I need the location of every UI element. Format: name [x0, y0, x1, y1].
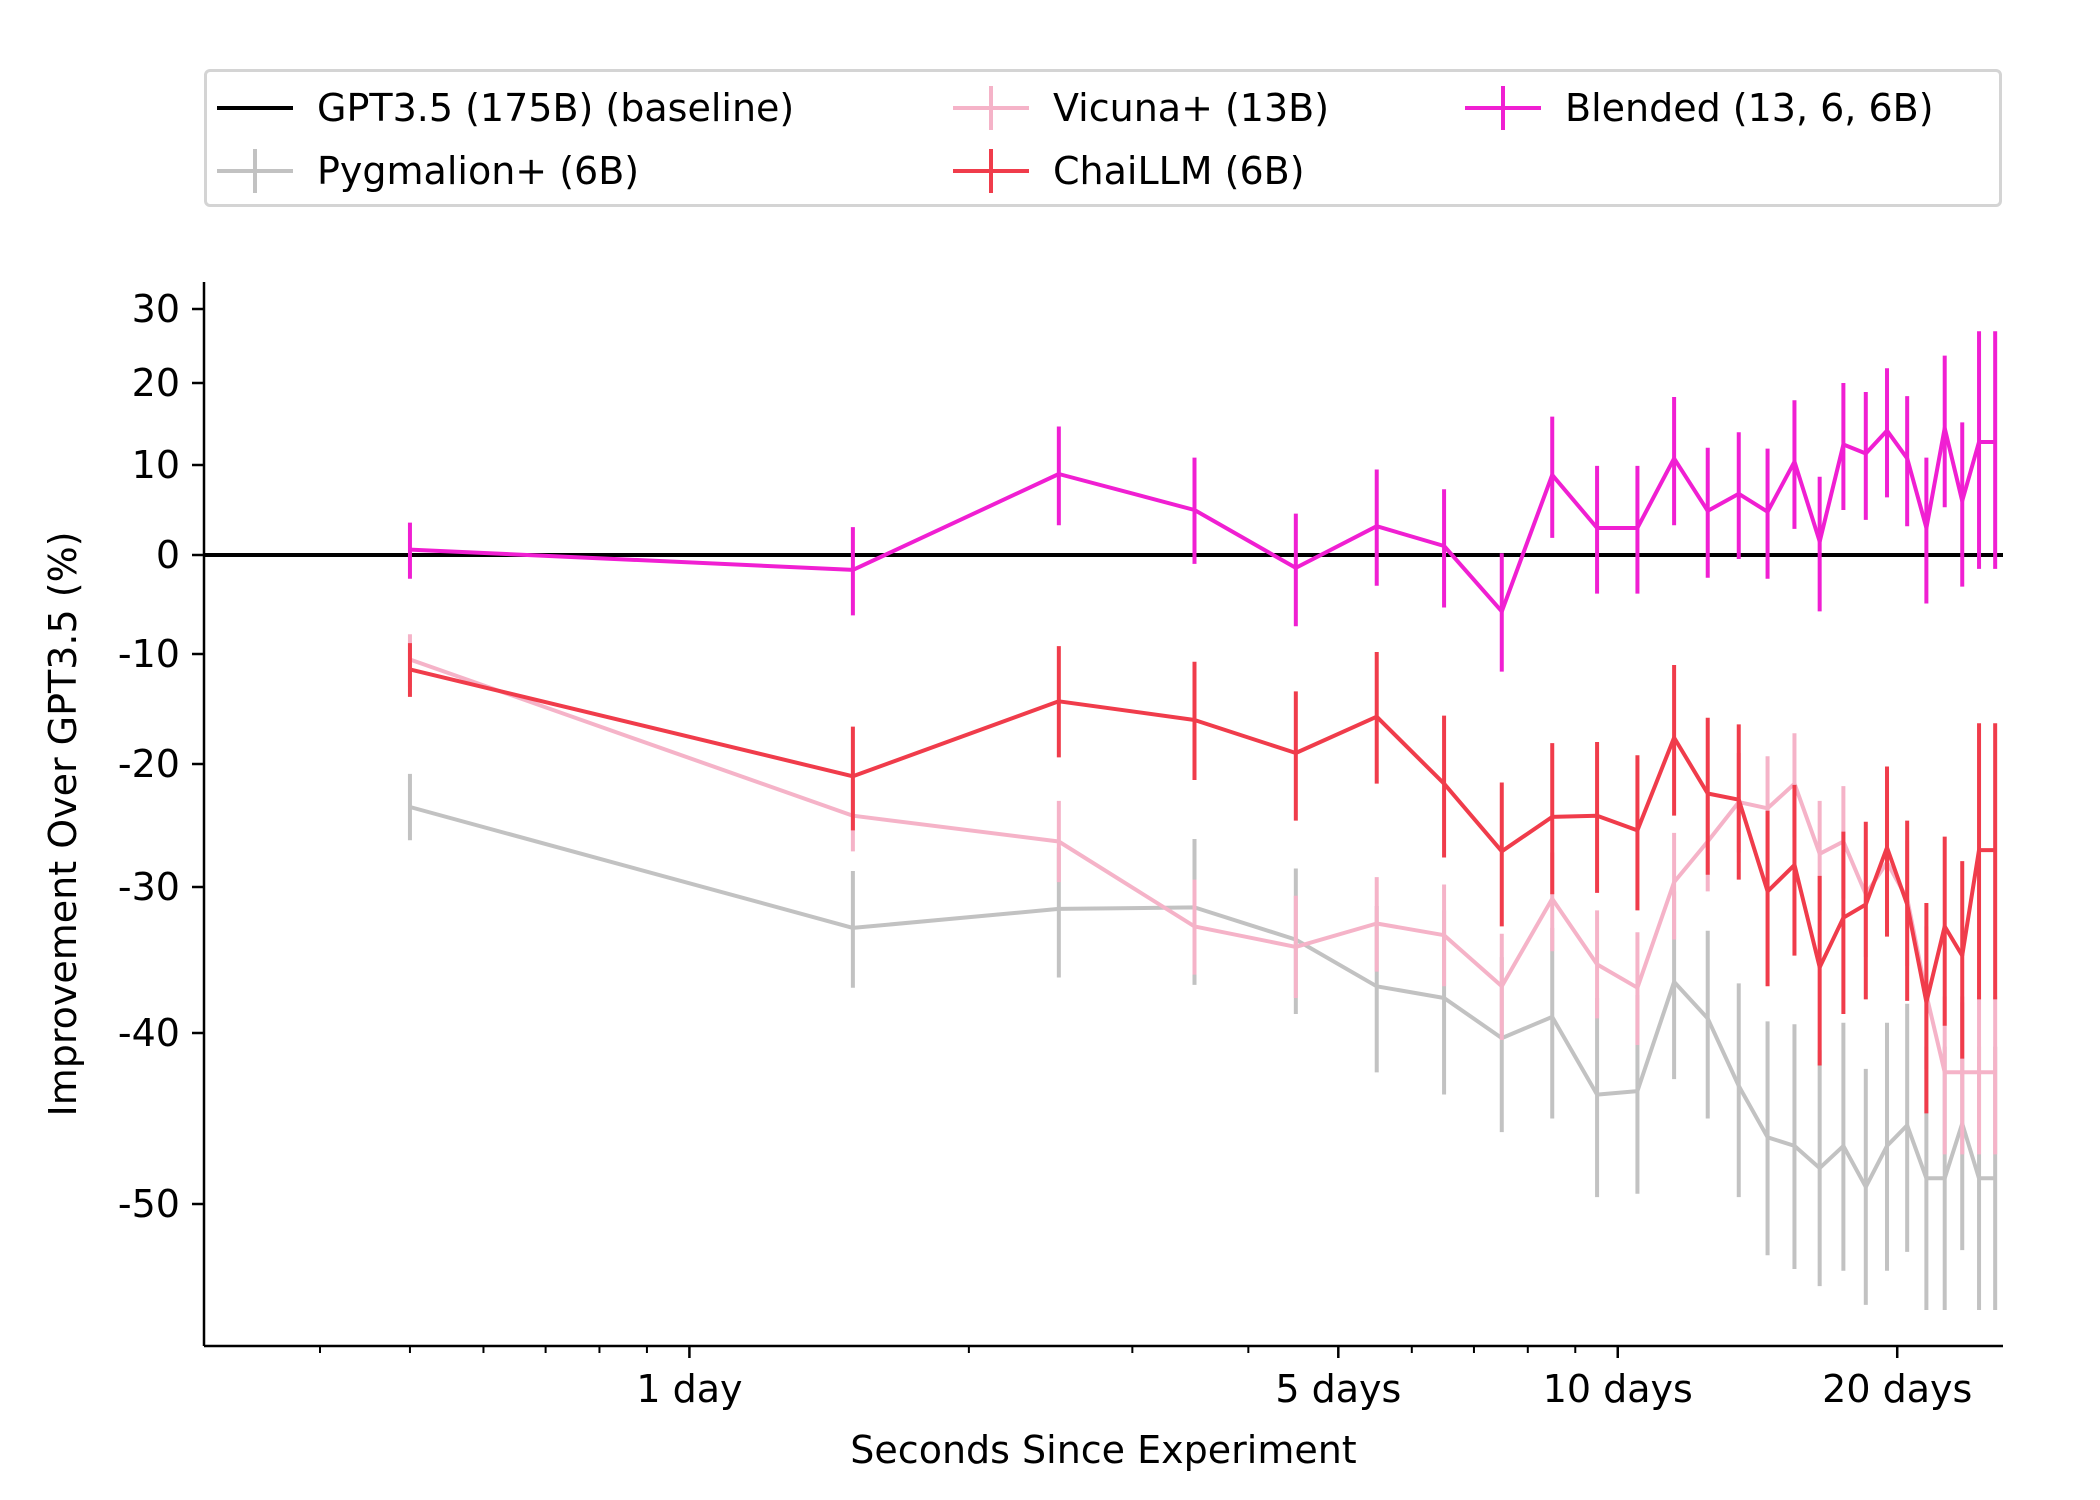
axes: 30 20 10 0 -10 -20 -30 -40 -50 1 day 5 days 10 days…: [118, 282, 2003, 1411]
legend-item-blended: Blended (13, 6, 6B): [1465, 80, 1934, 136]
series-1: [407, 634, 1998, 1155]
legend-label-baseline: GPT3.5 (175B) (baseline): [317, 86, 795, 130]
legend-swatch-vicuna: [953, 80, 1029, 136]
y-tick-label: 0: [156, 533, 180, 577]
legend-item-chaillm: ChaiLLM (6B): [953, 143, 1305, 199]
y-tick-label: -40: [118, 1011, 180, 1055]
x-tick-label: 1 day: [636, 1367, 742, 1411]
legend-swatch-pygmalion: [217, 143, 293, 199]
x-tick-label: 20 days: [1822, 1367, 1972, 1411]
x-tick-label: 10 days: [1543, 1367, 1693, 1411]
series-3: [407, 331, 1998, 672]
series-layer: [407, 331, 1998, 1311]
y-tick-label: -10: [118, 632, 180, 676]
series-line: [409, 805, 1996, 1189]
legend-label-pygmalion: Pygmalion+ (6B): [317, 149, 640, 193]
y-axis-label: Improvement Over GPT3.5 (%): [41, 531, 85, 1116]
legend-item-vicuna: Vicuna+ (13B): [953, 80, 1329, 136]
x-tick-label: 5 days: [1275, 1367, 1401, 1411]
legend: GPT3.5 (175B) (baseline) Pygmalion+ (6B)…: [204, 69, 2002, 207]
series-2: [407, 643, 1998, 1114]
legend-swatch-baseline: [217, 80, 293, 136]
y-tick-label: 10: [132, 443, 180, 487]
y-tick-label: 30: [132, 287, 180, 331]
x-axis-label: Seconds Since Experiment: [850, 1428, 1356, 1472]
y-tick-label: -50: [118, 1182, 180, 1226]
y-tick-label: 20: [132, 361, 180, 405]
legend-swatch-blended: [1465, 80, 1541, 136]
y-tick-label: -30: [118, 865, 180, 909]
legend-item-baseline: GPT3.5 (175B) (baseline): [217, 80, 794, 136]
series-line: [409, 667, 1996, 1005]
legend-swatch-chaillm: [953, 143, 1029, 199]
legend-label-chaillm: ChaiLLM (6B): [1053, 149, 1305, 193]
legend-label-vicuna: Vicuna+ (13B): [1053, 86, 1330, 130]
series-line: [409, 426, 1996, 614]
legend-label-blended: Blended (13, 6, 6B): [1565, 86, 1934, 130]
legend-item-pygmalion: Pygmalion+ (6B): [217, 143, 639, 199]
y-tick-label: -20: [118, 742, 180, 786]
